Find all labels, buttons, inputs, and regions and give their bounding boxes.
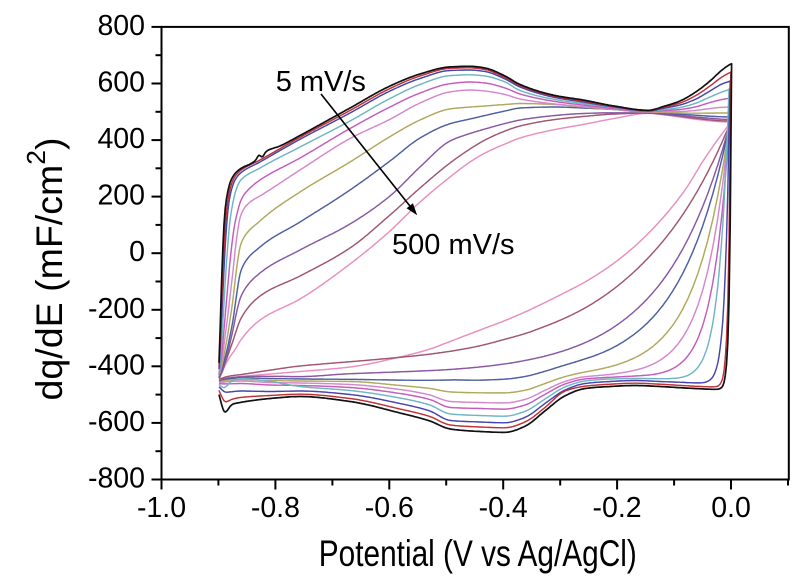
svg-text:500 mV/s: 500 mV/s bbox=[392, 229, 515, 261]
svg-text:-200: -200 bbox=[88, 293, 145, 325]
svg-text:0: 0 bbox=[129, 236, 145, 268]
svg-text:800: 800 bbox=[97, 10, 145, 42]
svg-text:-0.6: -0.6 bbox=[365, 492, 414, 524]
svg-text:400: 400 bbox=[97, 123, 145, 155]
svg-text:200: 200 bbox=[97, 180, 145, 212]
svg-text:-0.4: -0.4 bbox=[479, 492, 528, 524]
svg-text:Potential (V vs Ag/AgCl): Potential (V vs Ag/AgCl) bbox=[319, 533, 637, 574]
svg-text:5 mV/s: 5 mV/s bbox=[276, 66, 366, 98]
svg-text:600: 600 bbox=[97, 67, 145, 99]
svg-text:-0.8: -0.8 bbox=[251, 492, 300, 524]
svg-text:-1.0: -1.0 bbox=[137, 492, 186, 524]
svg-text:0.0: 0.0 bbox=[711, 492, 751, 524]
svg-text:-0.2: -0.2 bbox=[593, 492, 642, 524]
svg-text:-600: -600 bbox=[88, 406, 145, 438]
svg-text:-400: -400 bbox=[88, 349, 145, 381]
svg-text:-800: -800 bbox=[88, 463, 145, 495]
svg-text:dq/dE (mF/cm2): dq/dE (mF/cm2) bbox=[21, 137, 70, 400]
